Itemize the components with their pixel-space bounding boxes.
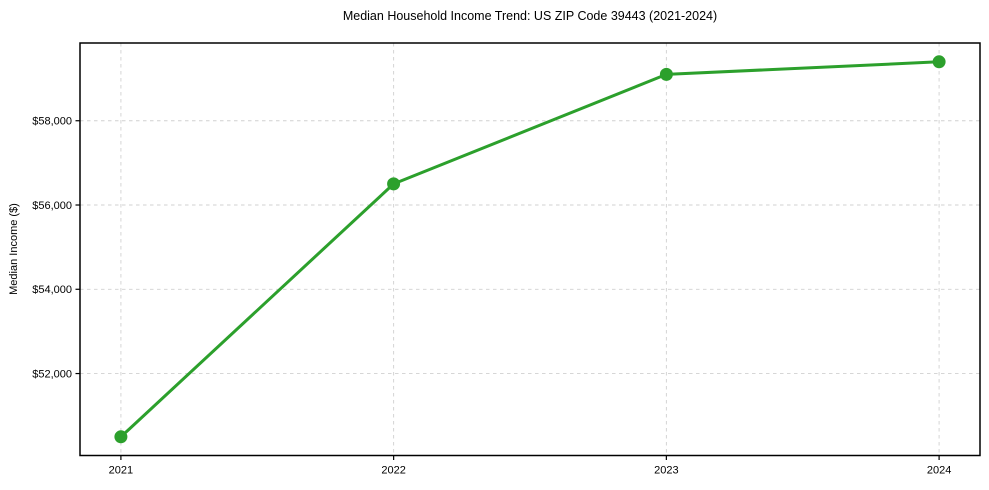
plot-border — [79, 42, 981, 457]
y-tick-label: $52,000 — [32, 368, 72, 380]
y-tick-label: $54,000 — [32, 284, 72, 296]
x-tick-label: 2022 — [381, 465, 405, 477]
y-axis-label: Median Income ($) — [8, 203, 20, 295]
data-point-marker — [387, 177, 401, 191]
y-tick-label: $58,000 — [32, 116, 72, 128]
data-point-marker — [114, 430, 128, 444]
series-line — [119, 60, 941, 439]
y-tick-label: $56,000 — [32, 200, 72, 212]
data-point-marker — [932, 55, 946, 69]
chart-title: Median Household Income Trend: US ZIP Co… — [342, 9, 718, 23]
x-tick-label: 2021 — [109, 465, 133, 477]
x-tick-label: 2023 — [654, 465, 678, 477]
x-tick-label: 2024 — [927, 465, 951, 477]
data-point-marker — [659, 67, 673, 81]
